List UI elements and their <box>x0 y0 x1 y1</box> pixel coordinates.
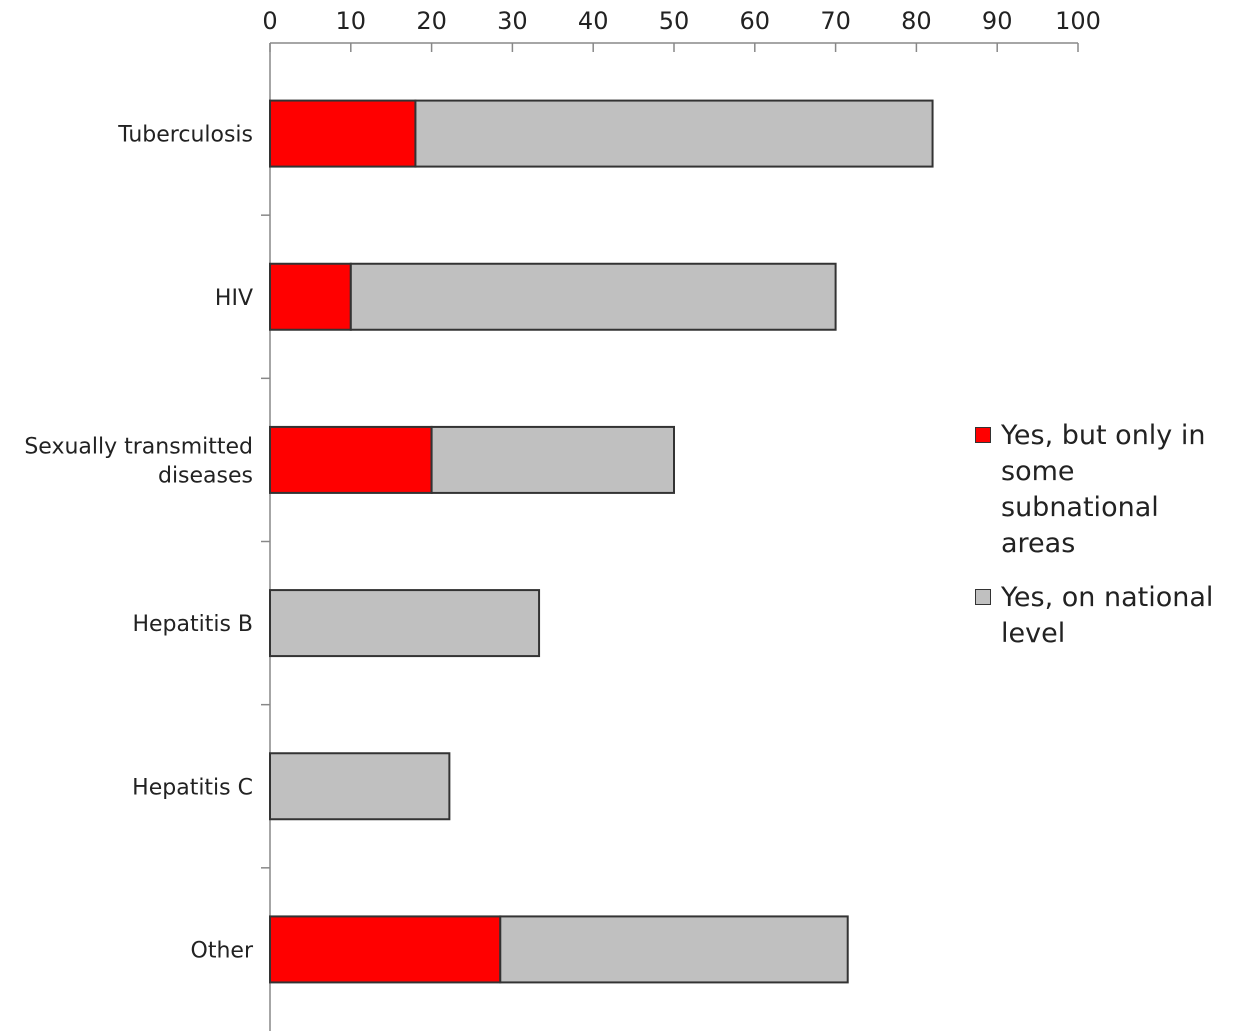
bar-segment-subnational <box>269 425 433 494</box>
bar-segment-national <box>430 425 675 494</box>
x-tick-label: 100 <box>1055 7 1101 35</box>
category-label-line: Sexually transmitted <box>24 434 253 459</box>
category-label-line: Hepatitis C <box>132 775 253 800</box>
x-tick-label: 10 <box>336 7 367 35</box>
legend-label-national: Yes, on national level <box>1001 582 1214 649</box>
category-label: Sexually transmitted diseases <box>24 434 253 488</box>
category-label: Other <box>191 938 254 963</box>
x-tick-label: 0 <box>262 7 277 35</box>
x-tick-label: 50 <box>659 7 690 35</box>
category-label: HIV <box>215 286 253 311</box>
legend: Yes, but only in some subnational areas … <box>975 418 1234 670</box>
bar-segment-subnational <box>269 99 417 168</box>
x-tick-label: 90 <box>982 7 1013 35</box>
legend-item-national: Yes, on national level <box>975 580 1234 652</box>
bar-segment-national <box>269 589 541 658</box>
category-label: Hepatitis C <box>132 775 253 800</box>
legend-item-subnational: Yes, but only in some subnational areas <box>975 418 1234 562</box>
bar-segment-national <box>414 99 934 168</box>
x-tick-label: 20 <box>416 7 447 35</box>
bar-segment-national <box>349 262 837 331</box>
x-tick-label: 40 <box>578 7 609 35</box>
legend-swatch-subnational <box>975 427 991 443</box>
bar-segment-national <box>269 752 451 821</box>
bar-segment-subnational <box>269 915 502 984</box>
x-tick-label: 60 <box>740 7 771 35</box>
x-tick-label: 30 <box>497 7 528 35</box>
category-label-line: HIV <box>215 286 253 311</box>
bar-segment-national <box>499 915 849 984</box>
category-label: Hepatitis B <box>132 612 253 637</box>
legend-swatch-national <box>975 589 991 605</box>
category-label-line: Other <box>191 938 254 963</box>
category-label-line: Hepatitis B <box>132 612 253 637</box>
category-label-line: Tuberculosis <box>117 123 253 148</box>
category-label: Tuberculosis <box>117 123 253 148</box>
category-label-line: diseases <box>158 463 253 488</box>
bar-segment-subnational <box>269 262 352 331</box>
x-tick-label: 70 <box>820 7 851 35</box>
legend-label-subnational: Yes, but only in some subnational areas <box>1001 420 1206 559</box>
x-tick-label: 80 <box>901 7 932 35</box>
